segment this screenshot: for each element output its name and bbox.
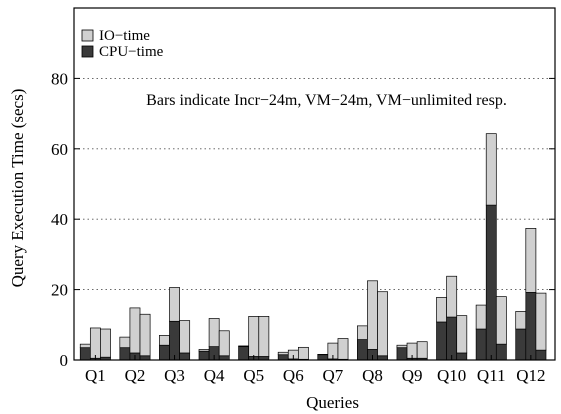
bar-io-time: [485, 133, 497, 206]
bar-io-time: [218, 330, 230, 357]
bar-cpu-time: [436, 321, 447, 361]
bar-io-time: [169, 287, 180, 322]
bar-group-q1: [79, 327, 111, 361]
bar-io-time: [208, 318, 220, 347]
x-tick-label: Q4: [204, 366, 225, 385]
bars: [79, 133, 547, 361]
bar-io-time: [258, 316, 270, 357]
bar-io-time: [179, 320, 191, 354]
y-tick-label: 40: [51, 210, 68, 229]
bar-io-time: [277, 351, 289, 356]
bar-cpu-time: [79, 347, 91, 361]
bar-cpu-time: [396, 347, 408, 361]
bar-cpu-time: [317, 354, 329, 361]
bar-io-time: [436, 296, 447, 323]
x-tick-label: Q8: [362, 366, 383, 385]
chart-annotation: Bars indicate Incr−24m, VM−24m, VM−unlim…: [146, 92, 507, 109]
bar-io-time: [159, 335, 170, 346]
bar-io-time: [119, 336, 131, 349]
gridlines: [74, 77, 555, 291]
bar-cpu-time: [475, 328, 487, 361]
bar-cpu-time: [139, 355, 151, 361]
bar-io-time: [198, 349, 210, 352]
x-tick-label: Q9: [402, 366, 423, 385]
plot-frame: [73, 7, 556, 361]
bar-cpu-time: [238, 346, 250, 361]
bar-cpu-time: [198, 350, 210, 361]
bar-io-time: [357, 325, 368, 340]
bar-cpu-time: [179, 352, 191, 361]
x-tick-label: Q6: [283, 366, 304, 385]
bar-group-q3: [159, 287, 191, 361]
bar-io-time: [396, 344, 408, 349]
bar-cpu-time: [446, 316, 458, 361]
bar-group-q8: [357, 280, 388, 361]
x-tick-label: Q1: [85, 366, 106, 385]
bar-group-q12: [515, 228, 547, 361]
bar-io-time: [129, 307, 141, 354]
x-tick-label: Q10: [437, 366, 466, 385]
bar-io-time: [456, 315, 468, 354]
bar-io-time: [367, 280, 378, 350]
bar-cpu-time: [485, 204, 497, 361]
bar-io-time: [79, 343, 91, 349]
bar-group-q4: [198, 318, 230, 361]
bar-cpu-time: [535, 349, 547, 361]
bar-io-time: [89, 327, 101, 359]
bar-io-time: [446, 275, 458, 318]
bar-group-q2: [119, 307, 151, 361]
bar-cpu-time: [159, 344, 170, 361]
x-tick-label: Q5: [243, 366, 264, 385]
x-tick-label: Q11: [477, 366, 506, 385]
legend-swatch-cpu-time: [81, 45, 94, 58]
bar-io-time: [100, 328, 111, 358]
bar-cpu-time: [377, 355, 388, 361]
bar-io-time: [238, 345, 250, 347]
bar-cpu-time: [218, 355, 230, 361]
bar-group-q5: [238, 316, 270, 361]
bar-group-q10: [436, 275, 468, 361]
x-tick-label: Q2: [125, 366, 146, 385]
bar-io-time: [248, 316, 260, 357]
y-tick-label: 60: [51, 140, 68, 159]
bar-io-time: [416, 341, 428, 359]
bar-io-time: [525, 228, 537, 293]
bar-io-time: [475, 304, 487, 330]
bar-cpu-time: [357, 339, 368, 361]
x-tick-label: Q12: [516, 366, 545, 385]
legend-label-cpu-time: CPU−time: [99, 44, 164, 60]
bar-group-q11: [475, 133, 507, 361]
bar-io-time: [337, 338, 349, 360]
bar-cpu-time: [525, 292, 537, 361]
bar-cpu-time: [119, 347, 131, 361]
legend-label-io-time: IO−time: [99, 28, 150, 44]
bar-io-time: [298, 346, 309, 360]
y-tick-label: 20: [51, 281, 68, 300]
legend-swatch-io-time: [81, 29, 94, 42]
x-tick-label: Q3: [164, 366, 185, 385]
bar-cpu-time: [169, 320, 180, 361]
x-tick-label: Q7: [323, 366, 344, 385]
bar-cpu-time: [277, 354, 289, 361]
bar-io-time: [535, 292, 547, 351]
bar-io-time: [377, 291, 388, 357]
legend: IO−time CPU−time: [81, 28, 164, 60]
bar-cpu-time: [495, 343, 507, 361]
bar-io-time: [139, 313, 151, 357]
y-tick-label: 80: [51, 69, 68, 88]
bar-io-time: [495, 296, 507, 345]
x-axis-label: Queries: [306, 393, 359, 412]
bar-io-time: [515, 311, 527, 330]
axis-ticks: 0 20 40 60 80 Q1 Q2 Q3 Q4 Q5 Q6 Q7 Q8 Q9 Q10 Q11 Q12: [51, 69, 555, 385]
bar-cpu-time: [456, 352, 468, 361]
y-axis-label: Query Execution Time (secs): [8, 89, 27, 288]
bar-cpu-time: [515, 328, 527, 361]
y-tick-label: 0: [60, 351, 69, 370]
